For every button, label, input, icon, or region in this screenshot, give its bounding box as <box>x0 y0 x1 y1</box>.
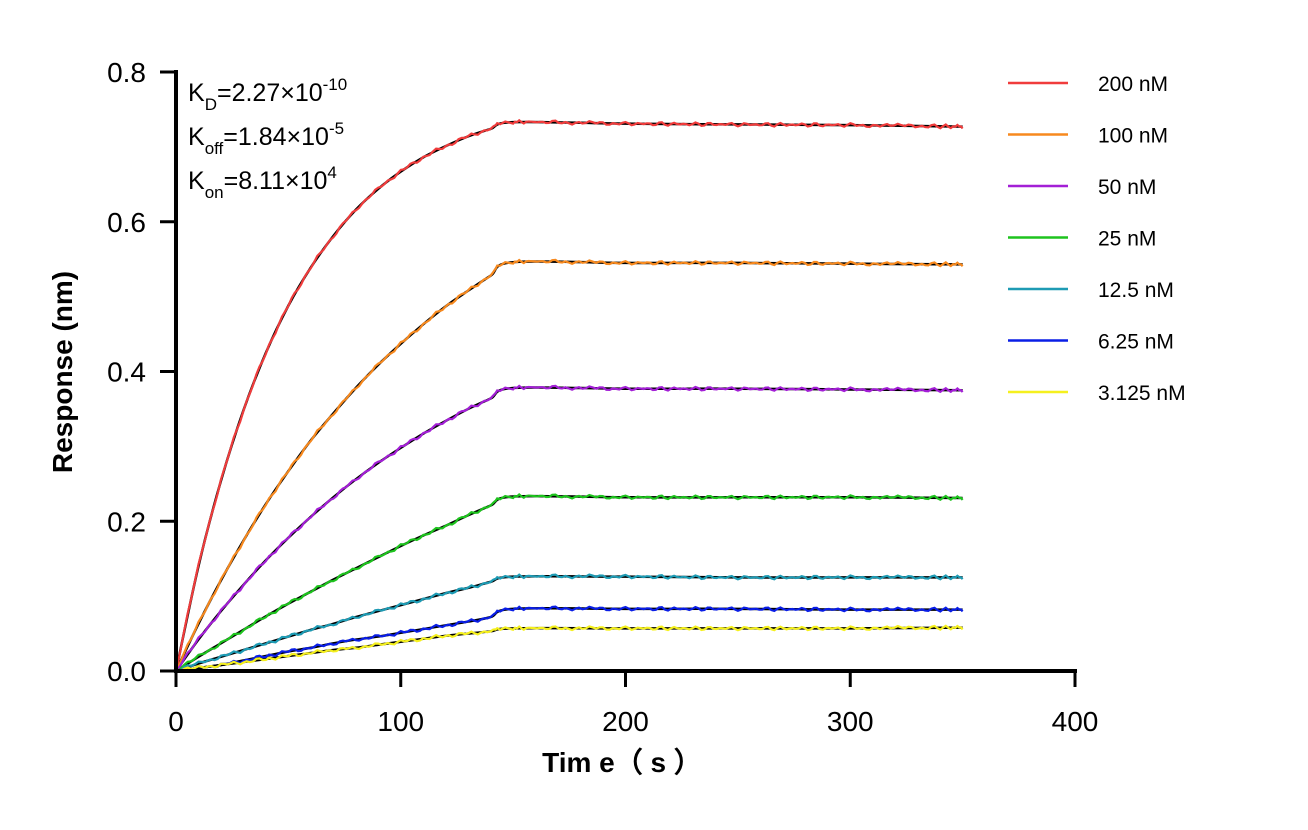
k-value: =1.84×10 <box>223 123 329 151</box>
k-exponent: 4 <box>327 163 336 182</box>
k-symbol: K <box>188 123 205 151</box>
legend-label: 200 nM <box>1098 73 1168 96</box>
series-line-6_25nM <box>175 605 964 673</box>
fit-line-200nM <box>174 120 963 672</box>
data-curves <box>174 118 964 673</box>
y-axis-title: Response (nm) <box>47 271 78 473</box>
k-subscript: D <box>205 95 217 114</box>
k-exponent: -10 <box>323 75 348 94</box>
ticks: 0 100 200 300 400 0.0 0.2 0.4 0.6 0.8 <box>107 57 1098 737</box>
kinetic-constant-off: Koff=1.84×10-5 <box>188 119 344 158</box>
y-tick-label: 0.4 <box>107 357 146 388</box>
legend-label: 50 nM <box>1098 176 1156 199</box>
fit-line-25nM <box>175 494 963 673</box>
legend-label: 25 nM <box>1098 228 1156 251</box>
kinetic-constant-D: KD=2.27×10-10 <box>188 75 347 114</box>
k-symbol: K <box>188 167 205 195</box>
fit-line-6_25nM <box>175 606 963 673</box>
kinetic-constant-on: Kon=8.11×104 <box>188 163 337 202</box>
x-tick-label: 200 <box>602 706 649 737</box>
y-tick-label: 0.2 <box>107 506 146 537</box>
series-line-100nM <box>175 258 964 672</box>
x-tick-label: 400 <box>1052 706 1099 737</box>
k-value: =2.27×10 <box>217 79 323 107</box>
series-line-25nM <box>175 493 964 673</box>
x-tick-label: 0 <box>168 706 184 737</box>
legend: 200 nM 100 nM 50 nM 25 nM 12.5 nM 6.25 nM 3.12… <box>1008 73 1186 405</box>
legend-label: 6.25 nM <box>1098 331 1174 354</box>
y-tick-label: 0.0 <box>107 656 146 687</box>
y-tick-label: 0.8 <box>107 57 146 88</box>
fit-line-12_5nM <box>175 574 963 673</box>
fit-curves <box>174 120 963 673</box>
k-symbol: K <box>188 79 205 107</box>
series-line-3_125nM <box>175 624 964 673</box>
k-subscript: on <box>205 183 224 202</box>
series-line-200nM <box>174 118 964 672</box>
x-tick-label: 100 <box>377 706 424 737</box>
k-exponent: -5 <box>329 119 344 138</box>
legend-label: 100 nM <box>1098 125 1168 148</box>
x-tick-label: 300 <box>827 706 874 737</box>
series-line-12_5nM <box>175 573 964 673</box>
x-axis-title: Tim e（ s ） <box>542 746 702 778</box>
axes <box>174 70 1077 673</box>
k-value: =8.11×10 <box>224 167 328 195</box>
legend-label: 12.5 nM <box>1098 279 1174 302</box>
legend-label: 3.125 nM <box>1098 382 1186 405</box>
series-line-50nM <box>175 384 964 672</box>
k-subscript: off <box>205 139 224 158</box>
y-tick-label: 0.6 <box>107 207 146 238</box>
